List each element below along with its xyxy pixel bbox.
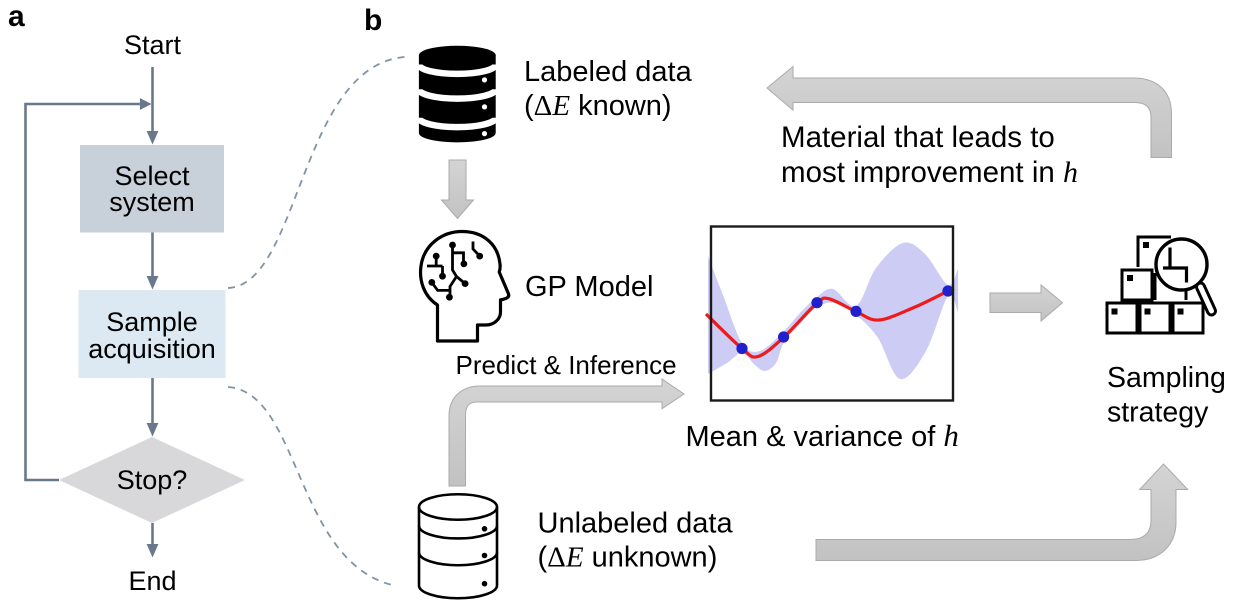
svg-text:Sampling: Sampling	[1107, 362, 1226, 394]
svg-text:a: a	[8, 0, 25, 33]
svg-text:(ΔE known): (ΔE known)	[524, 90, 672, 122]
svg-text:acquisition: acquisition	[88, 334, 216, 364]
svg-text:strategy: strategy	[1107, 397, 1209, 429]
svg-text:GP Model: GP Model	[525, 271, 653, 303]
svg-text:b: b	[364, 4, 382, 37]
svg-text:Predict & Inference: Predict & Inference	[456, 350, 677, 380]
svg-text:Select: Select	[114, 161, 190, 191]
svg-text:most improvement in h: most improvement in h	[781, 156, 1078, 189]
svg-text:Mean & variance of h: Mean & variance of h	[686, 418, 959, 453]
svg-text:Material that leads to: Material that leads to	[781, 121, 1055, 154]
svg-text:Start: Start	[124, 30, 182, 60]
svg-text:Sample: Sample	[106, 307, 198, 337]
svg-text:End: End	[128, 566, 176, 596]
svg-text:Stop?: Stop?	[117, 465, 188, 495]
svg-text:Labeled data: Labeled data	[524, 56, 693, 88]
svg-text:system: system	[109, 187, 195, 217]
svg-text:(ΔE unknown): (ΔE unknown)	[538, 542, 718, 574]
svg-text:Unlabeled data: Unlabeled data	[538, 508, 734, 540]
